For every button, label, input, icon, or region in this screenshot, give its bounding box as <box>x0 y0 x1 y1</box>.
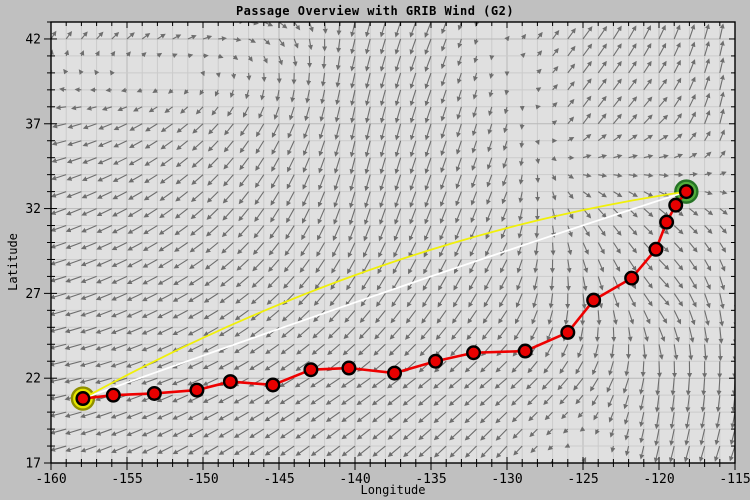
svg-text:-135: -135 <box>415 472 446 487</box>
svg-text:-140: -140 <box>339 472 370 487</box>
svg-text:22: 22 <box>25 372 41 387</box>
waypoint-marker <box>659 214 675 230</box>
svg-text:-155: -155 <box>111 472 142 487</box>
wind-quiver <box>51 22 735 463</box>
svg-text:-115: -115 <box>719 472 750 487</box>
waypoint-marker <box>189 382 205 398</box>
waypoint-marker <box>517 343 533 359</box>
waypoint-marker <box>624 270 640 286</box>
route-waypoints <box>75 184 694 407</box>
waypoint-marker <box>648 241 664 257</box>
svg-text:-125: -125 <box>567 472 598 487</box>
waypoint-marker <box>265 377 281 393</box>
waypoint-marker <box>146 385 162 401</box>
x-axis-label: Longitude <box>360 483 426 497</box>
waypoint-marker <box>678 184 694 200</box>
svg-text:32: 32 <box>25 202 41 217</box>
waypoint-marker <box>303 362 319 378</box>
waypoint-marker <box>560 324 576 340</box>
waypoint-marker <box>341 360 357 376</box>
chart-title: Passage Overview with GRIB Wind (G2) <box>235 4 515 18</box>
waypoint-marker <box>387 365 403 381</box>
plot-frame <box>50 21 736 464</box>
waypoint-marker <box>668 197 684 213</box>
svg-text:-130: -130 <box>491 472 522 487</box>
svg-text:-160: -160 <box>35 472 66 487</box>
svg-text:-150: -150 <box>187 472 218 487</box>
waypoint-marker <box>222 374 238 390</box>
waypoint-marker <box>428 353 444 369</box>
tick-labels: -160 -155 -150 -145 -140 -135 -130 -125 -120 -115… <box>25 32 750 487</box>
waypoint-marker <box>75 391 91 407</box>
waypoint-marker <box>466 345 482 361</box>
svg-text:17: 17 <box>25 457 41 472</box>
svg-text:37: 37 <box>25 117 41 132</box>
svg-text:-120: -120 <box>643 472 674 487</box>
svg-text:27: 27 <box>25 287 41 302</box>
waypoint-marker <box>105 387 121 403</box>
waypoint-marker <box>586 292 602 308</box>
svg-text:42: 42 <box>25 32 41 47</box>
svg-text:-145: -145 <box>263 472 294 487</box>
y-axis-label: Latitude <box>6 233 20 291</box>
rhumb-line <box>82 190 687 400</box>
great-circle-line <box>82 190 687 400</box>
